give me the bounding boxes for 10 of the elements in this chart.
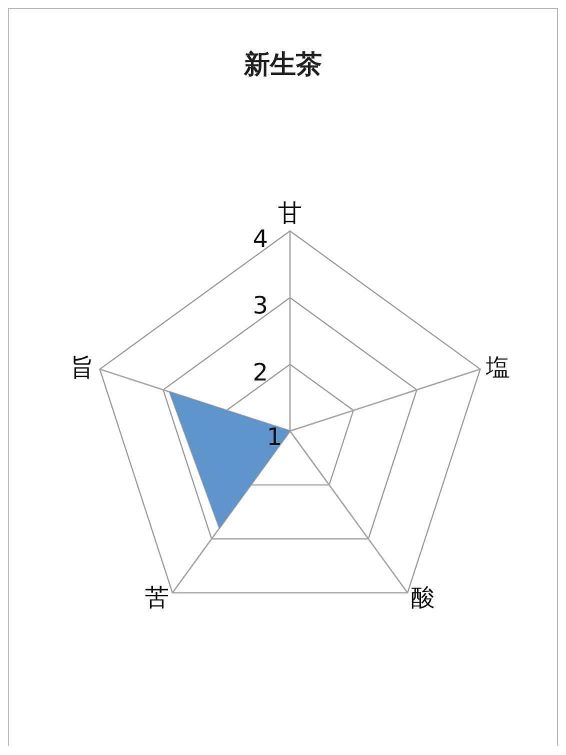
y-tick-label: 4 (252, 225, 268, 253)
spoke-label: 旨 (70, 353, 94, 382)
spoke-label: 酸 (411, 584, 436, 612)
y-tick-label: 3 (252, 292, 268, 320)
y-tick-label: 1 (266, 423, 282, 451)
y-tick-label: 2 (252, 358, 268, 386)
spoke-label: 塩 (484, 353, 510, 382)
spoke-label: 苦 (144, 584, 169, 612)
spoke-label: 甘 (278, 199, 302, 227)
chart-title: 新生茶 (243, 50, 322, 80)
